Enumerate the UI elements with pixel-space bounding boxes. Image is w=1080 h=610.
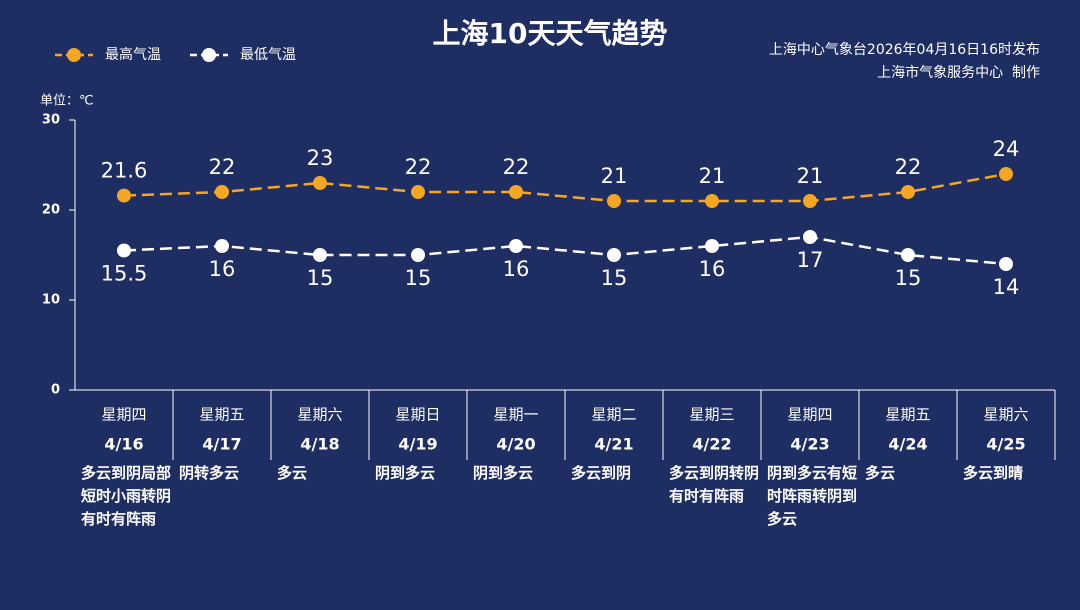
data-label: 15 xyxy=(307,266,334,290)
weekday: 星期五 xyxy=(199,406,244,424)
x-tick-label: 4/25 xyxy=(986,435,1025,454)
point xyxy=(607,194,621,208)
x-tick-label: 4/24 xyxy=(888,435,927,454)
data-label: 22 xyxy=(209,155,236,179)
x-tick-label: 4/22 xyxy=(692,435,731,454)
point xyxy=(313,176,327,190)
producer: 上海市气象服务中心 制作 xyxy=(877,64,1040,81)
point xyxy=(999,257,1013,271)
data-label: 16 xyxy=(699,257,726,281)
weekday: 星期六 xyxy=(983,406,1028,424)
point xyxy=(705,194,719,208)
data-label: 22 xyxy=(405,155,432,179)
data-label: 15.5 xyxy=(101,262,148,286)
weather-text: 多云到晴 xyxy=(963,464,1024,482)
x-tick-label: 4/21 xyxy=(594,435,633,454)
weekday: 星期二 xyxy=(591,406,636,424)
point xyxy=(607,248,621,262)
point xyxy=(803,194,817,208)
legend-label: 最高气温 xyxy=(105,46,161,63)
point xyxy=(215,185,229,199)
point xyxy=(117,188,131,203)
weather-text: 多云到阴局部短时小雨转阴有时有阵雨 xyxy=(81,464,172,528)
weather-text: 多云到阴 xyxy=(571,464,632,482)
weekday: 星期五 xyxy=(885,406,930,424)
weather-text: 多云 xyxy=(277,464,308,482)
weather-text: 多云到阴转阴有时有阵雨 xyxy=(669,464,760,505)
data-label: 21.6 xyxy=(101,159,148,183)
legend-label: 最低气温 xyxy=(240,47,296,63)
weekday: 星期三 xyxy=(689,406,734,424)
x-tick-label: 4/17 xyxy=(202,435,241,454)
data-label: 15 xyxy=(601,266,628,290)
point xyxy=(901,185,915,199)
x-tick-label: 4/20 xyxy=(496,435,535,454)
data-label: 24 xyxy=(993,137,1020,161)
y-tick-label: 10 xyxy=(42,293,60,308)
point xyxy=(509,239,523,253)
data-label: 15 xyxy=(895,266,922,290)
weekday: 星期一 xyxy=(493,406,538,424)
data-label: 17 xyxy=(797,248,824,272)
x-tick-label: 4/18 xyxy=(300,435,339,454)
series-line xyxy=(123,172,1007,203)
data-label: 22 xyxy=(503,155,530,179)
weekday: 星期四 xyxy=(787,406,832,424)
chart-title: 上海10天天气趋势 xyxy=(433,17,668,50)
y-axis-label: 单位：℃ xyxy=(40,94,94,109)
legend-marker xyxy=(202,48,216,62)
weekday: 星期日 xyxy=(395,406,440,424)
point xyxy=(313,248,327,262)
x-tick-label: 4/23 xyxy=(790,435,829,454)
x-tick-label: 4/19 xyxy=(398,435,437,454)
weather-text: 多云 xyxy=(865,464,896,482)
legend-marker xyxy=(67,48,81,62)
y-tick-label: 0 xyxy=(51,383,60,398)
data-label: 21 xyxy=(797,164,824,188)
weather-text: 阴到多云 xyxy=(375,464,436,482)
point xyxy=(215,239,229,253)
series-line xyxy=(123,235,1007,266)
data-label: 22 xyxy=(895,155,922,179)
data-label: 15 xyxy=(405,266,432,290)
weather-text: 阴到多云 xyxy=(473,464,534,482)
point xyxy=(705,239,719,253)
data-label: 21 xyxy=(699,164,726,188)
x-tick-label: 4/16 xyxy=(104,435,143,454)
data-label: 16 xyxy=(209,257,236,281)
y-tick-label: 30 xyxy=(42,113,60,128)
data-label: 21 xyxy=(601,164,628,188)
point xyxy=(999,167,1013,181)
data-label: 14 xyxy=(993,275,1020,299)
data-label: 16 xyxy=(503,257,530,281)
point xyxy=(411,185,425,199)
point xyxy=(901,248,915,262)
weekday: 星期四 xyxy=(101,406,146,424)
point xyxy=(803,230,817,244)
weather-text: 阴到多云有短时阵雨转阴到多云 xyxy=(767,464,858,528)
y-tick-label: 20 xyxy=(42,203,60,218)
weather-text: 阴转多云 xyxy=(179,464,240,482)
point xyxy=(509,185,523,199)
point xyxy=(411,248,425,262)
point xyxy=(117,243,131,258)
data-label: 23 xyxy=(307,146,334,170)
publisher: 上海中心气象台2026年04月16日16时发布 xyxy=(769,42,1040,58)
weekday: 星期六 xyxy=(297,406,342,424)
